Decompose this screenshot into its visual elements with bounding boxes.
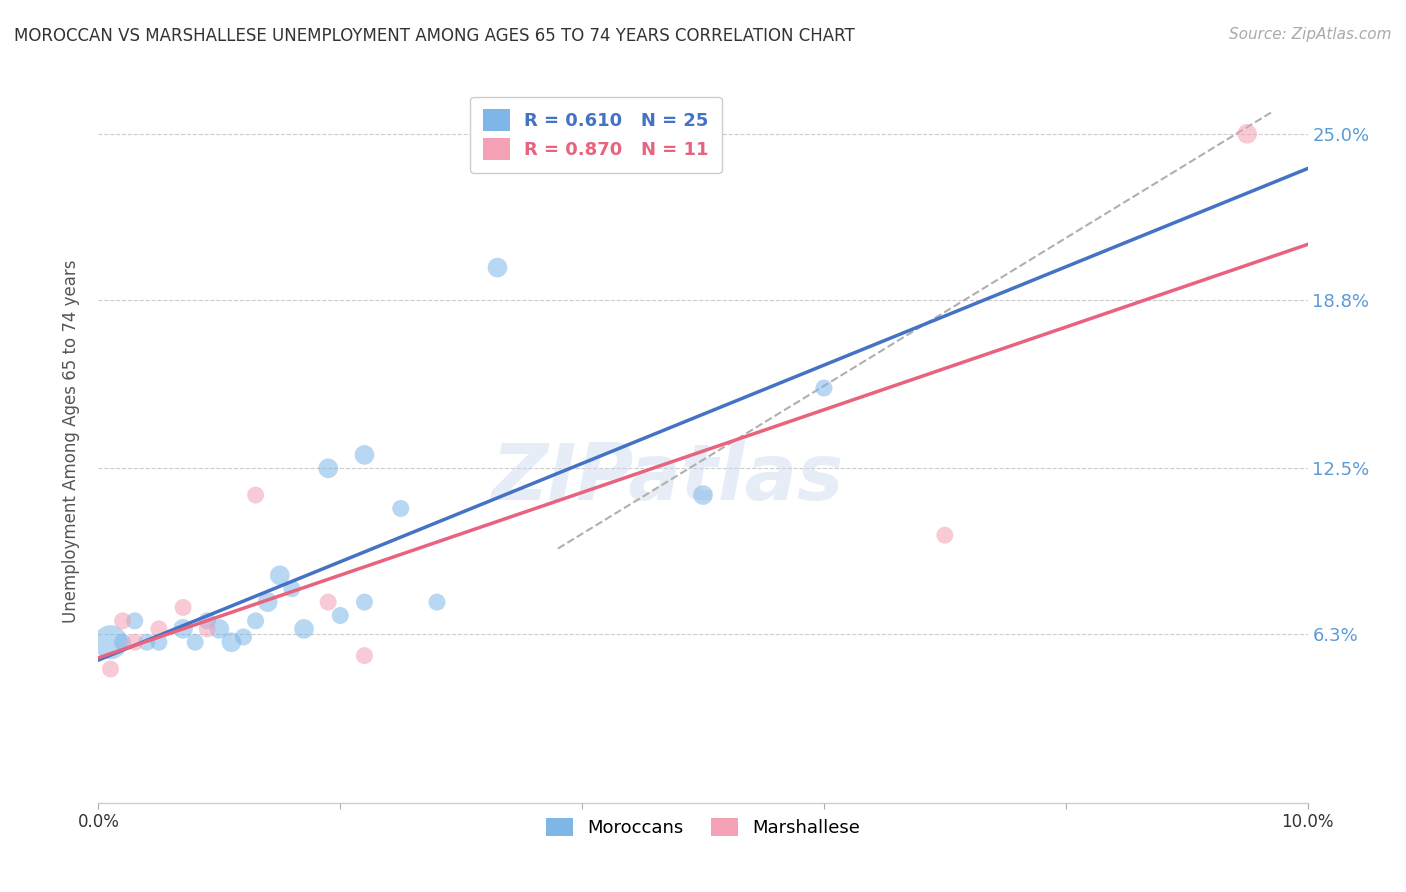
Point (148, 635, 170, 649)
Point (316, 461, 339, 475)
Point (1236, 127, 1258, 141)
Point (934, 528, 956, 542)
Point (389, 501, 412, 516)
Point (292, 622, 315, 636)
Point (172, 600, 194, 615)
Point (124, 635, 146, 649)
Point (813, 381, 835, 395)
Point (256, 595, 278, 609)
Point (111, 614, 134, 628)
Point (172, 622, 194, 636)
Point (245, 488, 267, 502)
Point (692, 488, 714, 502)
Point (353, 595, 375, 609)
Point (111, 635, 134, 649)
Y-axis label: Unemployment Among Ages 65 to 74 years: Unemployment Among Ages 65 to 74 years (62, 260, 80, 624)
Point (316, 595, 339, 609)
Point (195, 614, 218, 628)
Point (232, 630, 254, 644)
Point (124, 614, 146, 628)
Point (353, 648, 375, 663)
Legend: Moroccans, Marshallese: Moroccans, Marshallese (538, 811, 868, 845)
Point (245, 614, 267, 628)
Point (195, 622, 218, 636)
Point (208, 622, 231, 636)
Point (221, 635, 243, 649)
Text: Source: ZipAtlas.com: Source: ZipAtlas.com (1229, 27, 1392, 42)
Point (486, 260, 509, 275)
Point (426, 595, 449, 609)
Point (269, 568, 291, 582)
Point (100, 635, 122, 649)
Point (329, 608, 352, 623)
Point (281, 582, 304, 596)
Text: ZIPatlas: ZIPatlas (491, 440, 842, 516)
Text: MOROCCAN VS MARSHALLESE UNEMPLOYMENT AMONG AGES 65 TO 74 YEARS CORRELATION CHART: MOROCCAN VS MARSHALLESE UNEMPLOYMENT AMO… (14, 27, 855, 45)
Point (184, 635, 207, 649)
Point (135, 635, 157, 649)
Point (353, 448, 375, 462)
Point (100, 662, 122, 676)
Point (148, 622, 170, 636)
